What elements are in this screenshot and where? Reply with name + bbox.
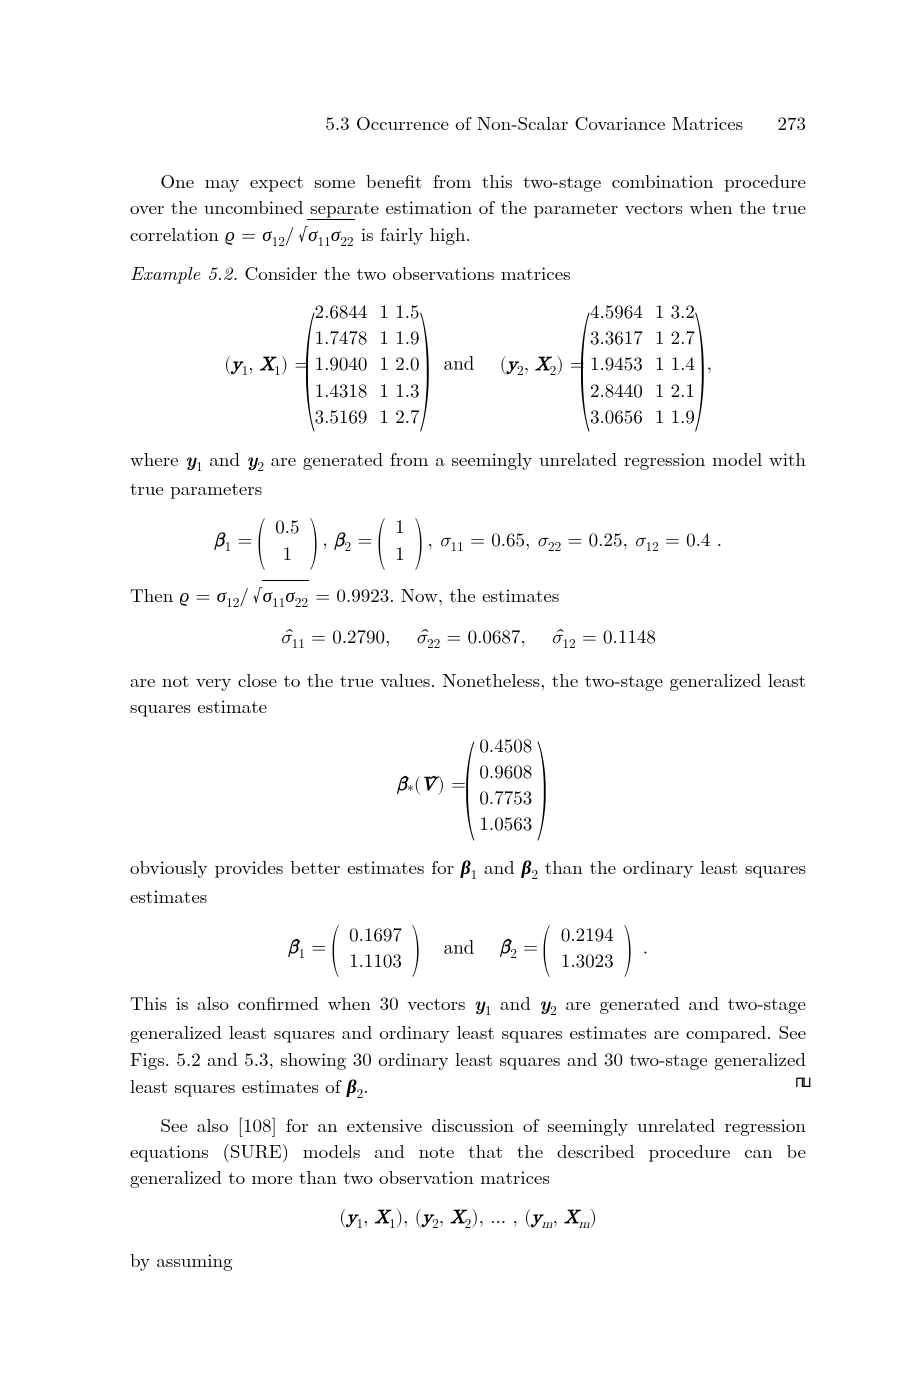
paren-close-icon: )	[694, 315, 708, 417]
inline-math: y	[247, 444, 258, 472]
matrix-display: (y1, X1) = ( 2.68441 1.5 1.74781 1.9 1.9…	[130, 300, 806, 431]
text: .	[643, 938, 648, 957]
cell: 0.7753	[473, 786, 538, 812]
cell: 3.3617	[584, 326, 649, 352]
text: and	[477, 853, 521, 880]
sequence-display: (y1, X1), (y2, X2), … , (ym, Xm)	[130, 1205, 806, 1233]
inline-math: y	[185, 444, 196, 472]
inline-math: σ̂11 = 0.2790, σ̂22 = 0.0687, σ̂12 = 0.1…	[280, 628, 656, 647]
paren-open-icon: (	[376, 520, 386, 564]
vector: 0.4508 0.9608 0.7753 1.0563	[473, 734, 538, 839]
vector: 1 1	[389, 515, 411, 567]
cell: 1.7478	[309, 326, 374, 352]
vector: 0.1697 1.1103	[343, 923, 408, 975]
text: and	[444, 355, 475, 374]
cell: 1	[389, 515, 411, 541]
inline-math: β̂2 =	[500, 938, 545, 957]
running-header: 5.3 Occurrence of Non-Scalar Covariance …	[130, 110, 806, 136]
cell: 1.9040	[309, 352, 374, 378]
paren-close-icon: )	[309, 520, 319, 564]
inline-math: ϱ = σ12/ √σ11σ22	[225, 220, 354, 247]
text: . Now, the estimates	[389, 581, 559, 608]
text: and	[444, 938, 475, 957]
vector: 0.2194 1.3023	[555, 923, 620, 975]
matrix-2: 4.59641 3.2 3.36171 2.7 1.94531 1.4 2.84…	[584, 300, 701, 431]
example-heading: Example 5.2. Consider the two observatio…	[130, 260, 806, 286]
inline-math: β̂*(V̂ ) =	[397, 775, 473, 794]
cell: 1.1103	[343, 949, 408, 975]
inline-math: β2 =	[334, 531, 379, 550]
cell: 2.8440	[584, 379, 649, 405]
inline-math: ϱ = σ12/ √σ11σ22 = 0.9923	[180, 581, 390, 608]
inline-math: β	[347, 1071, 357, 1099]
cell: 3.0656	[584, 405, 649, 431]
cell: 1.3023	[555, 949, 620, 975]
sigma-display: σ̂11 = 0.2790, σ̂22 = 0.0687, σ̂12 = 0.1…	[130, 625, 806, 653]
paren-open-icon: (	[577, 315, 591, 417]
paren-close-icon: )	[535, 744, 549, 829]
paren-open-icon: (	[463, 744, 477, 829]
cell: 3.5169	[309, 405, 374, 431]
cell: 0.4508	[473, 734, 538, 760]
text: is fairly high.	[355, 220, 471, 247]
text: and	[203, 445, 247, 472]
cell: 1	[389, 542, 411, 568]
paren-open-icon: (	[330, 927, 340, 971]
qed-icon: ⊓⊔	[795, 1072, 806, 1093]
inline-math: β1 =	[214, 531, 259, 550]
paren-close-icon: )	[418, 315, 432, 417]
inline-math: β	[522, 852, 532, 880]
inline-math: β	[461, 852, 471, 880]
paren-close-icon: )	[623, 927, 633, 971]
paren-open-icon: (	[302, 315, 316, 417]
example-label: Example 5.2.	[130, 259, 238, 286]
ols-display: β̂1 = ( 0.1697 1.1103 ) and β̂2 = ( 0.21…	[130, 923, 806, 975]
paragraph: by assuming	[130, 1247, 806, 1273]
cell: 1	[269, 542, 305, 568]
paragraph: One may expect some benefit from this tw…	[130, 168, 806, 250]
cell: 4.5964	[584, 300, 649, 326]
paragraph: This is also confirmed when 30 vectors y…	[130, 989, 806, 1102]
text: and	[491, 989, 539, 1016]
cell: 0.1697	[343, 923, 408, 949]
cell: 0.9608	[473, 760, 538, 786]
cell: 0.2194	[555, 923, 620, 949]
text: Then	[130, 581, 180, 608]
page: 5.3 Occurrence of Non-Scalar Covariance …	[0, 0, 916, 1388]
page-number: 273	[777, 110, 806, 136]
text: This is also confirmed when 30 vectors	[130, 989, 474, 1016]
cell: 2.6844	[309, 300, 374, 326]
params-display: β1 = ( 0.5 1 ) , β2 = ( 1 1 ) , σ11 = 0.…	[130, 515, 806, 567]
paren-open-icon: (	[541, 927, 551, 971]
cell: 1.4318	[309, 379, 374, 405]
vector: 0.5 1	[269, 515, 305, 567]
inline-math: y	[474, 988, 485, 1016]
paragraph: See also [108] for an extensive discussi…	[130, 1112, 806, 1191]
paren-close-icon: )	[414, 520, 424, 564]
beta-star-display: β̂*(V̂ ) = ( 0.4508 0.9608 0.7753 1.0563…	[130, 734, 806, 839]
cell: 1.0563	[473, 812, 538, 838]
matrix-1: 2.68441 1.5 1.74781 1.9 1.90401 2.0 1.43…	[309, 300, 426, 431]
inline-math: y	[539, 988, 550, 1016]
paragraph: where y1 and y2 are generated from a see…	[130, 445, 806, 501]
cell: 0.5	[269, 515, 305, 541]
text: where	[130, 445, 185, 472]
text: obviously provides better estimates for	[130, 853, 461, 880]
text: Consider the two observations matrices	[238, 259, 571, 286]
text: , σ11 = 0.65, σ22 = 0.25, σ12 = 0.4 .	[428, 531, 723, 550]
cell: 1.9453	[584, 352, 649, 378]
paren-close-icon: )	[411, 927, 421, 971]
text: .	[363, 1072, 368, 1099]
paren-open-icon: (	[256, 520, 266, 564]
inline-math: β̂1 =	[288, 938, 333, 957]
paragraph: obviously provides better estimates for …	[130, 853, 806, 909]
paragraph: Then ϱ = σ12/ √σ11σ22 = 0.9923. Now, the…	[130, 582, 806, 611]
section-title: 5.3 Occurrence of Non-Scalar Covariance …	[325, 109, 743, 136]
paragraph: are not very close to the true values. N…	[130, 667, 806, 719]
